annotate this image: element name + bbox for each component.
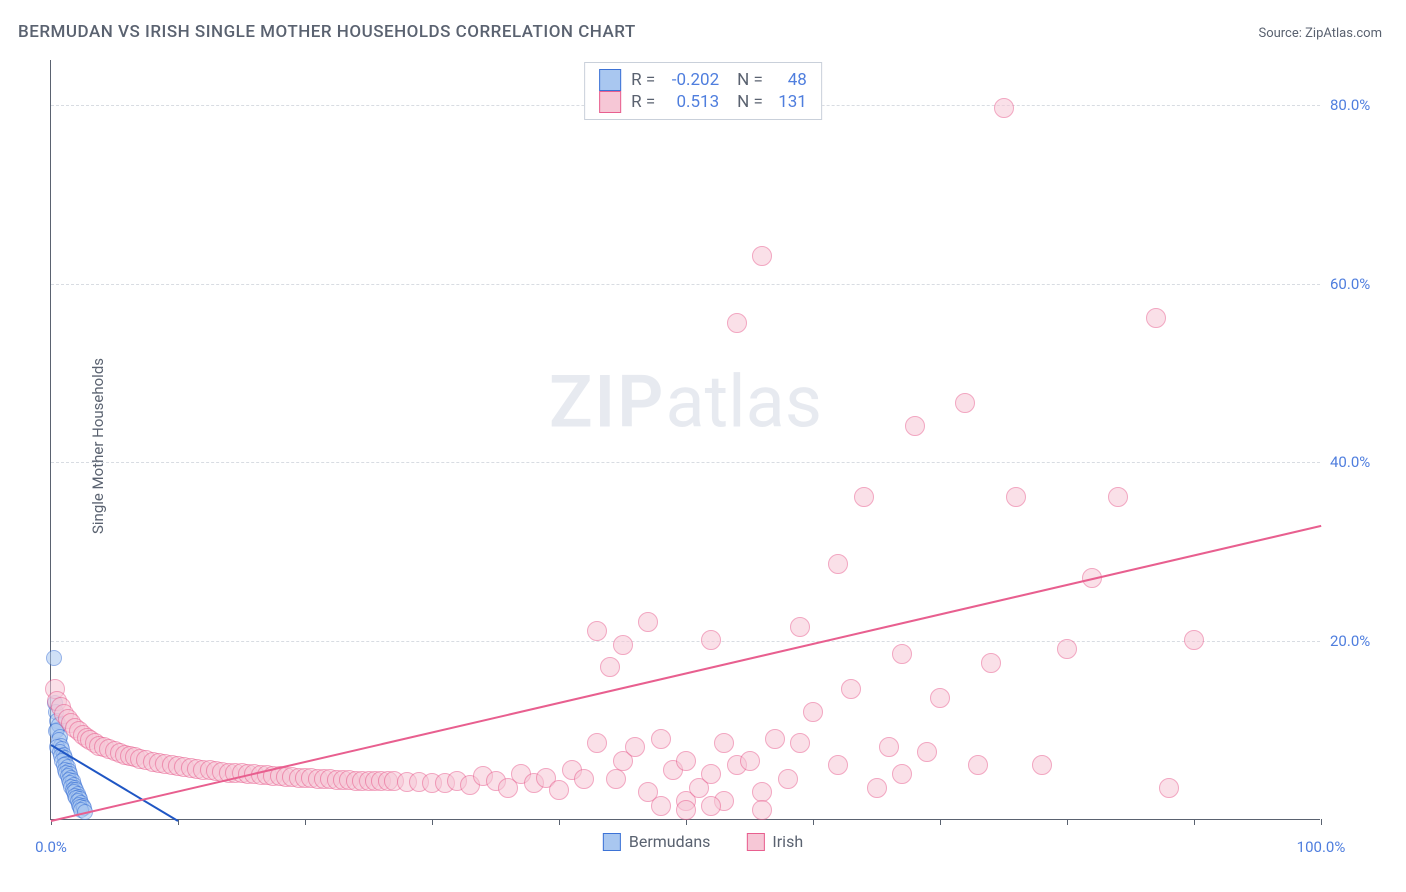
data-point [994, 98, 1014, 118]
y-tick-label: 80.0% [1330, 96, 1390, 114]
y-tick-label: 60.0% [1330, 275, 1390, 293]
data-point [613, 635, 633, 655]
data-point [727, 313, 747, 333]
r-value: 0.513 [665, 92, 719, 112]
data-point [1032, 755, 1052, 775]
data-point [625, 737, 645, 757]
n-value: 131 [773, 92, 807, 112]
data-point [587, 733, 607, 753]
data-point [701, 630, 721, 650]
data-point [790, 617, 810, 637]
data-point [1057, 639, 1077, 659]
data-point [981, 653, 1001, 673]
data-point [765, 729, 785, 749]
data-point [1006, 487, 1026, 507]
data-point [676, 751, 696, 771]
data-point [752, 800, 772, 820]
x-tick [432, 819, 433, 825]
watermark-bold: ZIP [549, 359, 665, 444]
data-point [46, 650, 62, 666]
r-label: R = [631, 70, 655, 90]
data-point [854, 487, 874, 507]
data-point [574, 769, 594, 789]
data-point [701, 796, 721, 816]
data-point [917, 742, 937, 762]
data-point [701, 764, 721, 784]
legend-label: Bermudans [629, 832, 711, 851]
data-point [790, 733, 810, 753]
n-value: 48 [773, 70, 807, 90]
n-label: N = [737, 92, 763, 112]
x-tick [1067, 819, 1068, 825]
data-point [892, 764, 912, 784]
data-point [606, 769, 626, 789]
data-point [892, 644, 912, 664]
data-point [867, 778, 887, 798]
gridline [51, 462, 1320, 463]
data-point [1108, 487, 1128, 507]
r-value: -0.202 [665, 70, 719, 90]
x-tick [940, 819, 941, 825]
data-point [828, 755, 848, 775]
stats-row: R = 0.513 N = 131 [599, 91, 807, 113]
watermark-light: atlas [665, 359, 822, 444]
legend-swatch [599, 91, 621, 113]
data-point [549, 780, 569, 800]
legend-swatch [603, 833, 621, 851]
data-point [600, 657, 620, 677]
data-point [714, 733, 734, 753]
plot-area: ZIPatlas 20.0%40.0%60.0%80.0%0.0%100.0% [50, 60, 1320, 820]
x-tick-label-right: 100.0% [1297, 838, 1346, 856]
r-label: R = [631, 92, 655, 112]
x-tick-label-left: 0.0% [35, 838, 67, 856]
chart-container: BERMUDAN VS IRISH SINGLE MOTHER HOUSEHOL… [0, 0, 1406, 892]
stats-legend: R = -0.202 N = 48 R = 0.513 N = 131 [584, 62, 822, 120]
y-tick-label: 40.0% [1330, 453, 1390, 471]
data-point [778, 769, 798, 789]
y-tick-label: 20.0% [1330, 632, 1390, 650]
data-point [676, 800, 696, 820]
trend-line [51, 525, 1321, 822]
data-point [968, 755, 988, 775]
series-legend: Bermudans Irish [603, 832, 803, 851]
data-point [828, 554, 848, 574]
legend-label: Irish [772, 832, 803, 851]
legend-item: Irish [746, 832, 803, 851]
x-tick [1321, 819, 1322, 825]
data-point [651, 729, 671, 749]
data-point [587, 621, 607, 641]
x-tick [813, 819, 814, 825]
legend-swatch [746, 833, 764, 851]
data-point [879, 737, 899, 757]
chart-title: BERMUDAN VS IRISH SINGLE MOTHER HOUSEHOL… [18, 22, 636, 42]
data-point [740, 751, 760, 771]
data-point [638, 612, 658, 632]
data-point [1184, 630, 1204, 650]
data-point [1159, 778, 1179, 798]
data-point [930, 688, 950, 708]
data-point [905, 416, 925, 436]
gridline [51, 641, 1320, 642]
stats-row: R = -0.202 N = 48 [599, 69, 807, 91]
gridline [51, 284, 1320, 285]
legend-item: Bermudans [603, 832, 711, 851]
data-point [803, 702, 823, 722]
x-tick [305, 819, 306, 825]
data-point [651, 796, 671, 816]
data-point [955, 393, 975, 413]
x-tick [1194, 819, 1195, 825]
x-tick [559, 819, 560, 825]
watermark: ZIPatlas [549, 359, 822, 444]
data-point [752, 246, 772, 266]
data-point [841, 679, 861, 699]
n-label: N = [737, 70, 763, 90]
data-point [1146, 308, 1166, 328]
source-label: Source: ZipAtlas.com [1258, 26, 1382, 41]
legend-swatch [599, 69, 621, 91]
